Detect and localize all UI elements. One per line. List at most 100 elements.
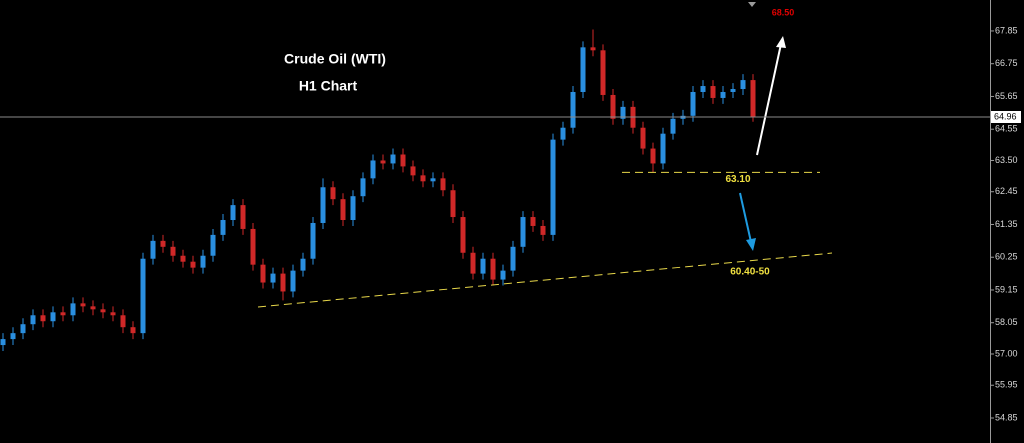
candle-body [420, 175, 426, 182]
y-tick-label: 58.05 [995, 317, 1018, 327]
candle-body [570, 91, 576, 128]
candle-body [500, 270, 506, 280]
candle-body [10, 333, 16, 340]
candle-body [210, 234, 216, 256]
candle-body [490, 258, 496, 280]
candle-body [200, 255, 206, 268]
candle-body [270, 273, 276, 283]
candle-body [60, 312, 66, 316]
candle-body [470, 252, 476, 274]
trendline-label: 60.40-50 [730, 267, 770, 278]
candle-body [20, 324, 26, 334]
candle-body [320, 187, 326, 223]
y-tick-label: 62.45 [995, 186, 1018, 196]
candle-body [650, 148, 656, 164]
candle-body [510, 246, 516, 271]
candle-body [50, 312, 56, 322]
candle-body [520, 217, 526, 247]
candle-body [590, 47, 596, 51]
candle-body [710, 86, 716, 98]
candle-body [240, 205, 246, 229]
candle-body [120, 315, 126, 328]
candle-body [700, 86, 706, 92]
shift-marker [748, 2, 756, 7]
candle-body [750, 80, 756, 118]
y-tick-label: 67.85 [995, 25, 1018, 35]
candle-body [480, 258, 486, 274]
candle-body [730, 89, 736, 92]
current-price-box [991, 111, 1021, 124]
candle-body [40, 315, 46, 322]
candle-body [330, 187, 336, 200]
chart-subtitle: H1 Chart [299, 78, 358, 94]
candle-body [300, 258, 306, 271]
y-tick-label: 65.65 [995, 91, 1018, 101]
candle-body [690, 91, 696, 116]
candle-body [100, 309, 106, 313]
support-label: 63.10 [725, 174, 750, 185]
candle-body [30, 315, 36, 325]
candle-body [110, 312, 116, 316]
candle-body [140, 258, 146, 334]
chart-title: Crude Oil (WTI) [284, 51, 386, 67]
candle-body [560, 127, 566, 140]
y-tick-label: 60.25 [995, 252, 1018, 262]
y-tick-label: 66.75 [995, 58, 1018, 68]
y-tick-label: 64.55 [995, 124, 1018, 134]
candle-body [460, 217, 466, 253]
current-price-label: 64.96 [994, 111, 1017, 121]
candle-body [310, 222, 316, 259]
candle-body [530, 217, 536, 226]
y-tick-label: 63.50 [995, 155, 1018, 165]
up-arrow-head [776, 36, 786, 48]
down-arrow [739, 192, 752, 243]
candle-body [740, 80, 746, 90]
y-tick-label: 57.00 [995, 348, 1018, 358]
candle-body [340, 199, 346, 221]
candle-body [0, 339, 6, 346]
candle-body [410, 166, 416, 176]
candle-body [170, 246, 176, 256]
candle-body [600, 50, 606, 95]
target-label: 68.50 [772, 7, 795, 17]
candle-body [360, 178, 366, 197]
candle-body [190, 261, 196, 268]
candle-body [550, 139, 556, 235]
candle-body [620, 106, 626, 119]
candle-body [150, 240, 156, 259]
y-tick-label: 54.85 [995, 412, 1018, 422]
candle-body [250, 228, 256, 265]
candle-body [80, 303, 86, 307]
candle-body [450, 190, 456, 218]
candle-body [220, 220, 226, 235]
candle-body [670, 118, 676, 134]
candle-body [180, 255, 186, 262]
up-arrow [756, 43, 782, 156]
candle-body [70, 303, 76, 316]
candle-body [230, 205, 236, 221]
candle-body [370, 160, 376, 179]
candle-body [130, 327, 136, 334]
candle-body [260, 264, 266, 283]
candle-body [660, 133, 666, 164]
candle-body [430, 178, 436, 182]
candle-body [720, 91, 726, 98]
y-tick-label: 55.95 [995, 380, 1018, 390]
candle-body [610, 94, 616, 119]
candle-body [290, 270, 296, 292]
y-tick-label: 59.15 [995, 284, 1018, 294]
down-arrow-head [746, 238, 756, 251]
y-tick-label: 61.35 [995, 219, 1018, 229]
candle-body [280, 273, 286, 292]
candle-body [540, 225, 546, 235]
candle-body [640, 127, 646, 149]
candle-body [580, 47, 586, 92]
candle-body [380, 160, 386, 164]
candle-body [400, 154, 406, 167]
trendline [257, 252, 833, 308]
candle-body [350, 196, 356, 221]
candle-body [160, 240, 166, 247]
